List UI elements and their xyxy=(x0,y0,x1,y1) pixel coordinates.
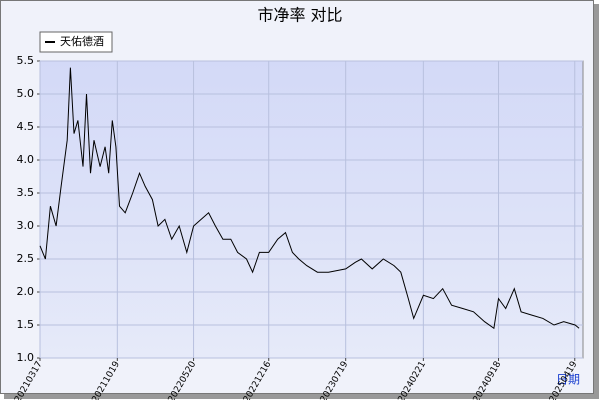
y-tick-label: 3.0 xyxy=(17,219,35,232)
shadow xyxy=(594,4,599,399)
y-tick-label: 5.5 xyxy=(17,54,35,67)
chart-title: 市净率 对比 xyxy=(257,6,342,25)
y-tick-label: 4.0 xyxy=(17,153,35,166)
y-tick-label: 3.5 xyxy=(17,186,35,199)
y-tick-label: 4.5 xyxy=(17,120,35,133)
shadow xyxy=(4,394,599,399)
y-tick-label: 1.5 xyxy=(17,318,35,331)
y-tick-label: 2.5 xyxy=(17,252,35,265)
legend-box xyxy=(39,31,113,53)
y-tick-label: 1.0 xyxy=(17,351,35,364)
plot-area xyxy=(39,60,584,359)
x-axis-label: 日期 xyxy=(556,373,580,387)
legend-label: 天佑德酒 xyxy=(60,34,104,48)
y-tick-label: 2.0 xyxy=(17,285,35,298)
y-tick-label: 5.0 xyxy=(17,87,35,100)
line xyxy=(39,67,580,330)
